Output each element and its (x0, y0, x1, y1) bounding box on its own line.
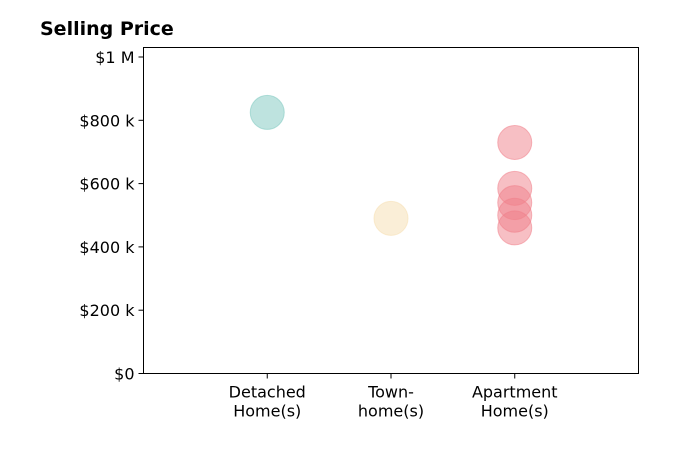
y-tick-label-1: $200 k (79, 301, 135, 320)
x-axis: Detached Home(s) Town-home(s) Apartment Home… (229, 373, 558, 421)
x-tick-label-0: Detached Home(s) (229, 383, 306, 421)
x-tick-label-2: Apartment Home(s) (472, 383, 558, 421)
y-tick-label-4: $800 k (79, 111, 135, 130)
y-tick-label-0: $0 (114, 365, 134, 384)
y-tick-label-2: $400 k (79, 238, 135, 257)
y-tick-label-5: $1 M (95, 48, 134, 67)
data-point-2-0 (497, 124, 533, 160)
data-point-2-4 (497, 210, 533, 246)
data-point-0-0 (249, 94, 285, 130)
chart-title: Selling Price (40, 18, 174, 40)
y-tick-label-3: $600 k (79, 175, 135, 194)
data-point-1-0 (373, 200, 409, 236)
y-axis: $0 $200 k $400 k $600 k $800 k $1 M (79, 48, 144, 384)
plot-points (249, 94, 533, 246)
x-tick-label-1: Town-home(s) (358, 383, 424, 421)
